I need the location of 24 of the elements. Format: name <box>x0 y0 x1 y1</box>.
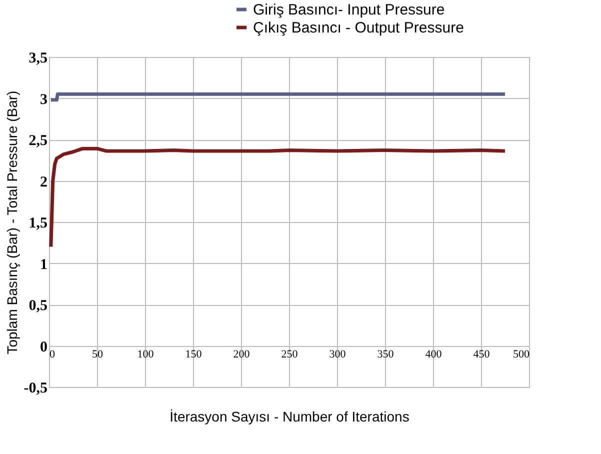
legend-label: Giriş Basıncı- Input Pressure <box>253 2 445 18</box>
y-tick-label: 3 <box>40 92 48 108</box>
x-tick-label: 200 <box>233 348 250 360</box>
y-tick-label: -0,5 <box>24 380 48 396</box>
x-tick-label: 150 <box>185 348 202 360</box>
x-tick-label: 50 <box>92 348 104 360</box>
x-tick-label: 250 <box>281 348 298 360</box>
y-tick-label: 3,5 <box>28 50 48 66</box>
x-tick-label: 450 <box>473 348 490 360</box>
y-tick-label: 1 <box>40 256 48 273</box>
x-tick-label: 500 <box>513 348 530 360</box>
y-axis-title: Toplam Basınç (Bar) - Total Pressure (Bar) <box>4 90 20 354</box>
x-tick-label: 0 <box>50 348 56 360</box>
x-axis-title: İterasyon Sayısı - Number of Iterations <box>170 408 410 424</box>
x-tick-label: 350 <box>377 348 394 360</box>
y-tick-label: 1,5 <box>28 216 48 232</box>
line-series <box>49 146 507 248</box>
x-tick-label: 300 <box>329 348 346 360</box>
legend-label: Çıkış Basıncı - Output Pressure <box>253 20 464 36</box>
x-tick-label: 100 <box>137 348 154 360</box>
y-tick-label: 0,5 <box>28 298 48 314</box>
y-tick-label: 2 <box>40 174 48 190</box>
x-tick-label: 400 <box>425 348 442 360</box>
y-tick-label: 2,5 <box>28 133 48 149</box>
